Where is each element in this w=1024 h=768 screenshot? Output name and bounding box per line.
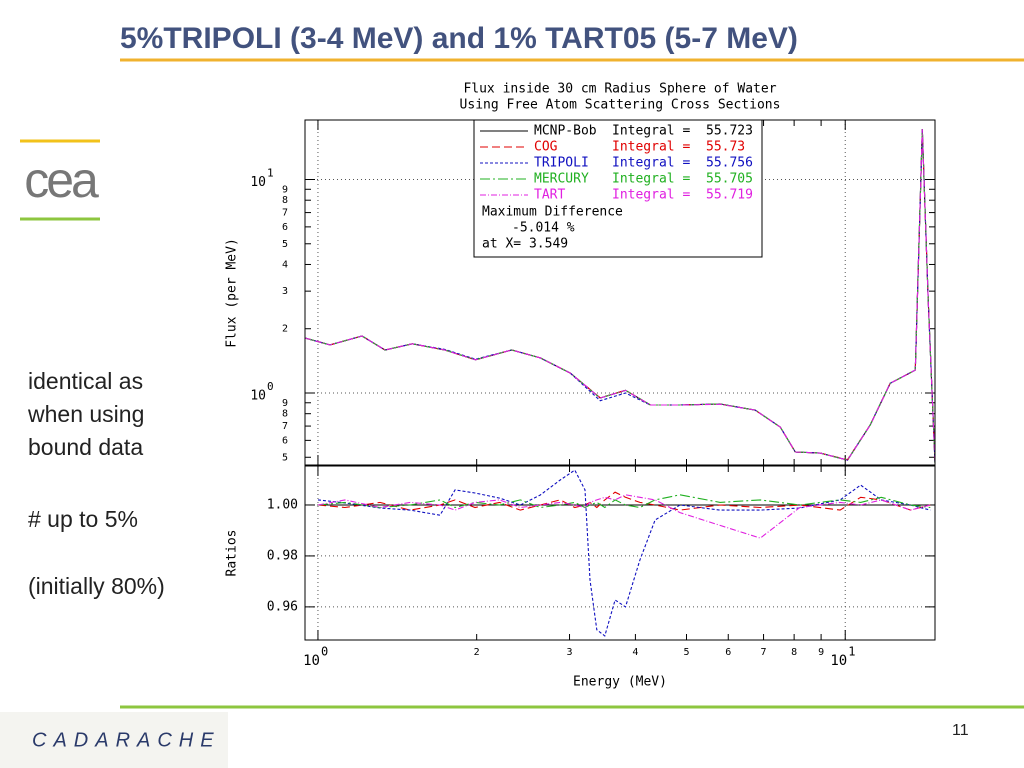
y-axis-label: Flux (per MeV) — [225, 238, 240, 348]
x-tick-power: 1 — [848, 645, 855, 659]
annotation: -5.014 % — [512, 221, 575, 236]
note: (initially 80%) — [28, 573, 165, 599]
legend-integral-label: Integral = — [612, 188, 690, 203]
y-tick-label: 4 — [282, 259, 288, 270]
series-line — [317, 494, 931, 509]
y-tick-label: 1.00 — [267, 497, 298, 512]
y-tick-label: 10 — [250, 389, 266, 404]
legend-label: TRIPOLI — [534, 156, 589, 171]
y-tick-label: 6 — [282, 222, 288, 233]
footer-logo-bg — [0, 712, 228, 768]
series-line — [317, 469, 931, 637]
legend-integral: 55.756 — [706, 156, 753, 171]
legend-integral-label: Integral = — [612, 156, 690, 171]
y-tick-power: 1 — [267, 167, 274, 180]
x-tick-label: 7 — [761, 647, 767, 658]
x-tick-power: 0 — [321, 645, 328, 659]
x-tick-label: 8 — [791, 647, 797, 658]
y-tick-label: 5 — [282, 452, 288, 463]
y-tick-label: 2 — [282, 324, 288, 335]
chart-title: Using Free Atom Scattering Cross Section… — [460, 98, 781, 113]
chart-title: Flux inside 30 cm Radius Sphere of Water — [463, 82, 776, 97]
cadarache-logo: CADARACHE — [32, 729, 221, 751]
note: bound data — [28, 434, 143, 460]
annotation: at X= 3.549 — [482, 237, 568, 252]
legend-label: COG — [534, 140, 558, 155]
notes: identical as when using bound data # up … — [27, 368, 165, 599]
x-tick-label: 9 — [818, 647, 824, 658]
legend-integral-label: Integral = — [612, 124, 690, 139]
x-axis-label: Energy (MeV) — [573, 675, 667, 690]
legend-box — [473, 119, 763, 258]
x-tick-label: 10 — [830, 653, 847, 669]
plot-frame — [304, 465, 936, 641]
legend-integral: 55.73 — [706, 140, 745, 155]
legend-integral: 55.705 — [706, 172, 753, 187]
series-line — [317, 494, 931, 539]
page-number: 11 — [952, 722, 969, 739]
series-line — [317, 491, 931, 511]
series-line — [305, 129, 935, 464]
y-tick-power: 0 — [267, 380, 274, 393]
x-tick-label: 3 — [567, 647, 573, 658]
note: # up to 5% — [28, 506, 138, 532]
note: identical as — [28, 368, 143, 394]
y-tick-label: 3 — [282, 286, 288, 297]
note: when using — [27, 401, 144, 427]
y-tick-label: 5 — [282, 239, 288, 250]
slide-title: 5%TRIPOLI (3-4 MeV) and 1% TART05 (5-7 M… — [120, 22, 798, 55]
legend-integral-label: Integral = — [612, 172, 690, 187]
y-tick-label: 9 — [282, 184, 288, 195]
y-tick-label: 10 — [250, 175, 266, 190]
y-tick-label: 7 — [282, 421, 288, 432]
y-tick-label: 0.98 — [267, 548, 298, 563]
annotation: Maximum Difference — [482, 205, 623, 220]
y-tick-label: 6 — [282, 435, 288, 446]
x-tick-label: 10 — [303, 653, 320, 669]
y-axis-label: Ratios — [225, 530, 240, 577]
y-tick-label: 9 — [282, 398, 288, 409]
x-tick-label: 6 — [725, 647, 731, 658]
y-tick-label: 7 — [282, 208, 288, 219]
legend-integral: 55.723 — [706, 124, 753, 139]
legend-label: MCNP-Bob — [534, 124, 597, 139]
legend-integral: 55.719 — [706, 188, 753, 203]
legend-label: TART — [534, 188, 565, 203]
legend-integral-label: Integral = — [612, 140, 690, 155]
cea-logo: cea — [24, 152, 99, 208]
y-tick-label: 0.96 — [267, 599, 298, 614]
y-tick-label: 8 — [282, 409, 288, 420]
x-tick-label: 5 — [683, 647, 689, 658]
x-tick-label: 2 — [474, 647, 480, 658]
legend-label: MERCURY — [534, 172, 589, 187]
y-tick-label: 8 — [282, 195, 288, 206]
x-tick-label: 4 — [632, 647, 638, 658]
